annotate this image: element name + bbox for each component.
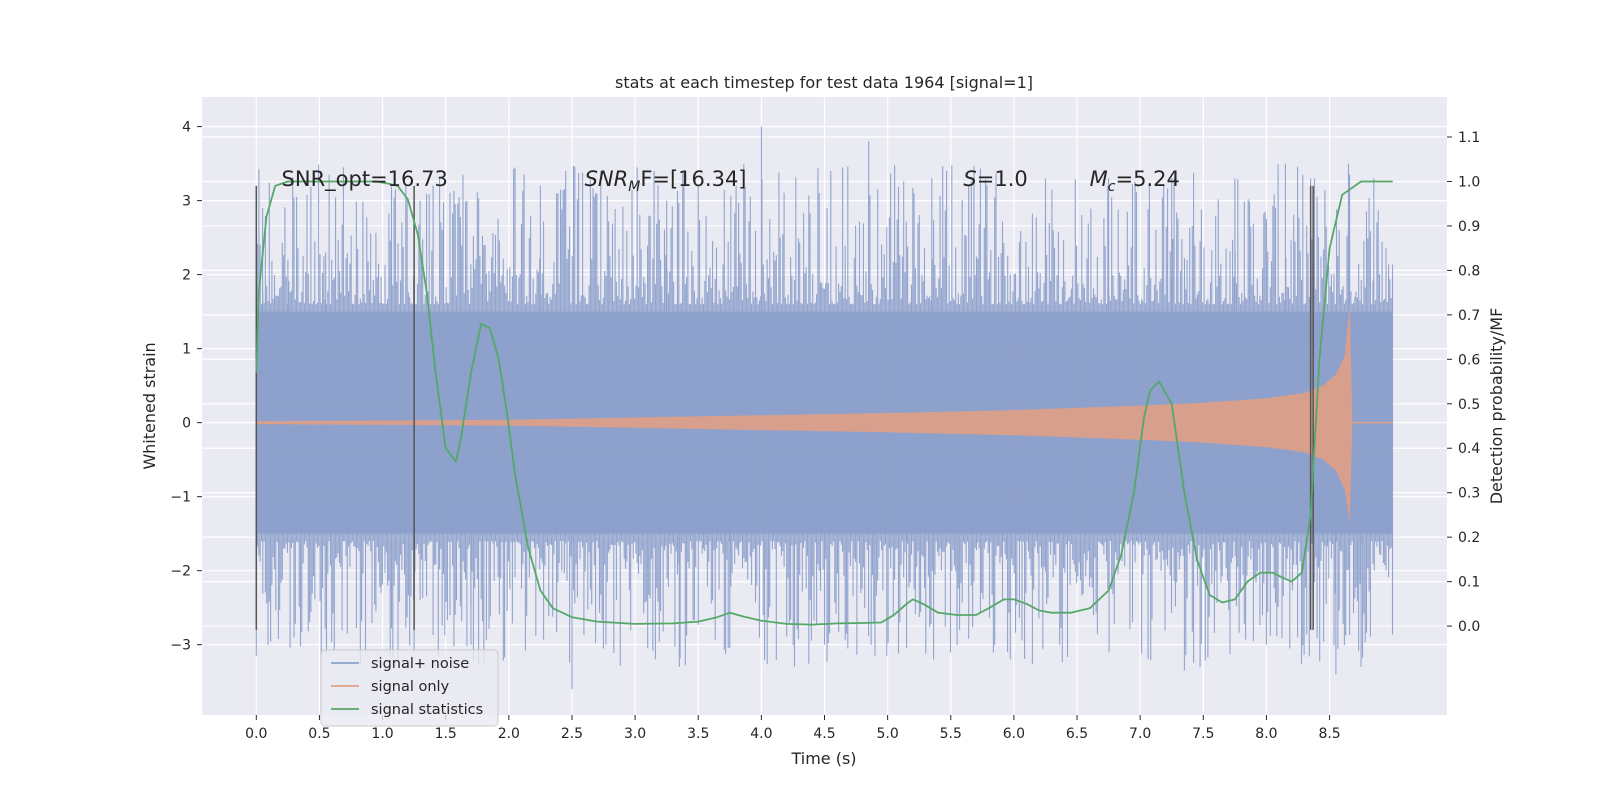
- annotations: SNR_opt=16.73 SNRMF=[16.34] S=1.0 Mc=5.24: [282, 167, 1180, 195]
- chirp-envelope: [256, 304, 1353, 523]
- x-tick-label: 8.0: [1255, 726, 1277, 742]
- x-tick-label: 1.5: [435, 726, 457, 742]
- x-tick-label: 3.5: [687, 726, 709, 742]
- y-tick-label: −3: [170, 638, 191, 654]
- y-axis-label: Whitened strain: [140, 342, 159, 469]
- annotation-2: S=1.0: [963, 167, 1027, 191]
- y-tick-label: 3: [182, 194, 191, 210]
- statistics-line: [255, 180, 1393, 626]
- chart-title: stats at each timestep for test data 196…: [615, 73, 1033, 92]
- x-tick-label: 7.5: [1192, 726, 1214, 742]
- x-tick-label: 2.5: [561, 726, 583, 742]
- annotation-1: SNRMF=[16.34]: [585, 167, 747, 195]
- x-tick-label: 2.0: [498, 726, 520, 742]
- x-tick-label: 1.0: [371, 726, 393, 742]
- y2-tick-label: 0.1: [1458, 575, 1480, 591]
- annotation-3: Mc=5.24: [1090, 167, 1180, 195]
- marker-lines: [255, 185, 1314, 630]
- x-tick-label: 6.0: [1003, 726, 1025, 742]
- x-tick-label: 5.5: [940, 726, 962, 742]
- x-tick-label: 8.5: [1318, 726, 1340, 742]
- y2-tick-label: 0.6: [1458, 352, 1480, 368]
- y-tick-label: −1: [170, 490, 191, 506]
- legend-box: [320, 649, 499, 727]
- y2-tick-label: 1.0: [1458, 174, 1480, 190]
- y-tick-label: 2: [182, 268, 191, 284]
- y2-tick-label: 0.4: [1458, 441, 1480, 457]
- y-tick-label: −2: [170, 564, 191, 580]
- x-tick-label: 4.5: [813, 726, 835, 742]
- y2-tick-label: 0.0: [1458, 619, 1480, 635]
- x-tick-label: 3.0: [624, 726, 646, 742]
- legend-label-signal-statistics: signal statistics: [371, 702, 483, 718]
- legend: signal+ noise signal only signal statist…: [320, 649, 499, 727]
- y2-tick-label: 1.1: [1458, 130, 1480, 146]
- x-axis-label: Time (s): [790, 749, 856, 768]
- x-tick-label: 0.0: [245, 726, 267, 742]
- y-tick-label: 0: [182, 416, 191, 432]
- x-tick-label: 4.0: [750, 726, 772, 742]
- y-tick-label: 4: [182, 120, 191, 136]
- y2-tick-label: 0.5: [1458, 397, 1480, 413]
- signal-statistics-series: [255, 180, 1393, 626]
- y2-tick-label: 0.2: [1458, 530, 1480, 546]
- y2-tick-label: 0.8: [1458, 263, 1480, 279]
- legend-label-signal-noise: signal+ noise: [371, 656, 469, 672]
- signal-only-series: [256, 304, 1393, 523]
- annotation-0: SNR_opt=16.73: [282, 167, 448, 192]
- y-tick-label: 1: [182, 342, 191, 358]
- y2-tick-label: 0.7: [1458, 308, 1480, 324]
- y2-tick-label: 0.3: [1458, 486, 1480, 502]
- y2-axis-label: Detection probability/MF: [1487, 308, 1506, 505]
- x-tick-label: 7.0: [1129, 726, 1151, 742]
- legend-label-signal-only: signal only: [371, 679, 450, 695]
- y2-tick-label: 0.9: [1458, 219, 1480, 235]
- x-tick-label: 6.5: [1066, 726, 1088, 742]
- x-tick-label: 5.0: [877, 726, 899, 742]
- tick-labels: 0.0 0.5 1.0 1.5 2.0 2.5 3.0 3.5 4.0 4.5 5.0 5.5 6.0 6…: [170, 120, 1480, 742]
- x-tick-label: 0.5: [308, 726, 330, 742]
